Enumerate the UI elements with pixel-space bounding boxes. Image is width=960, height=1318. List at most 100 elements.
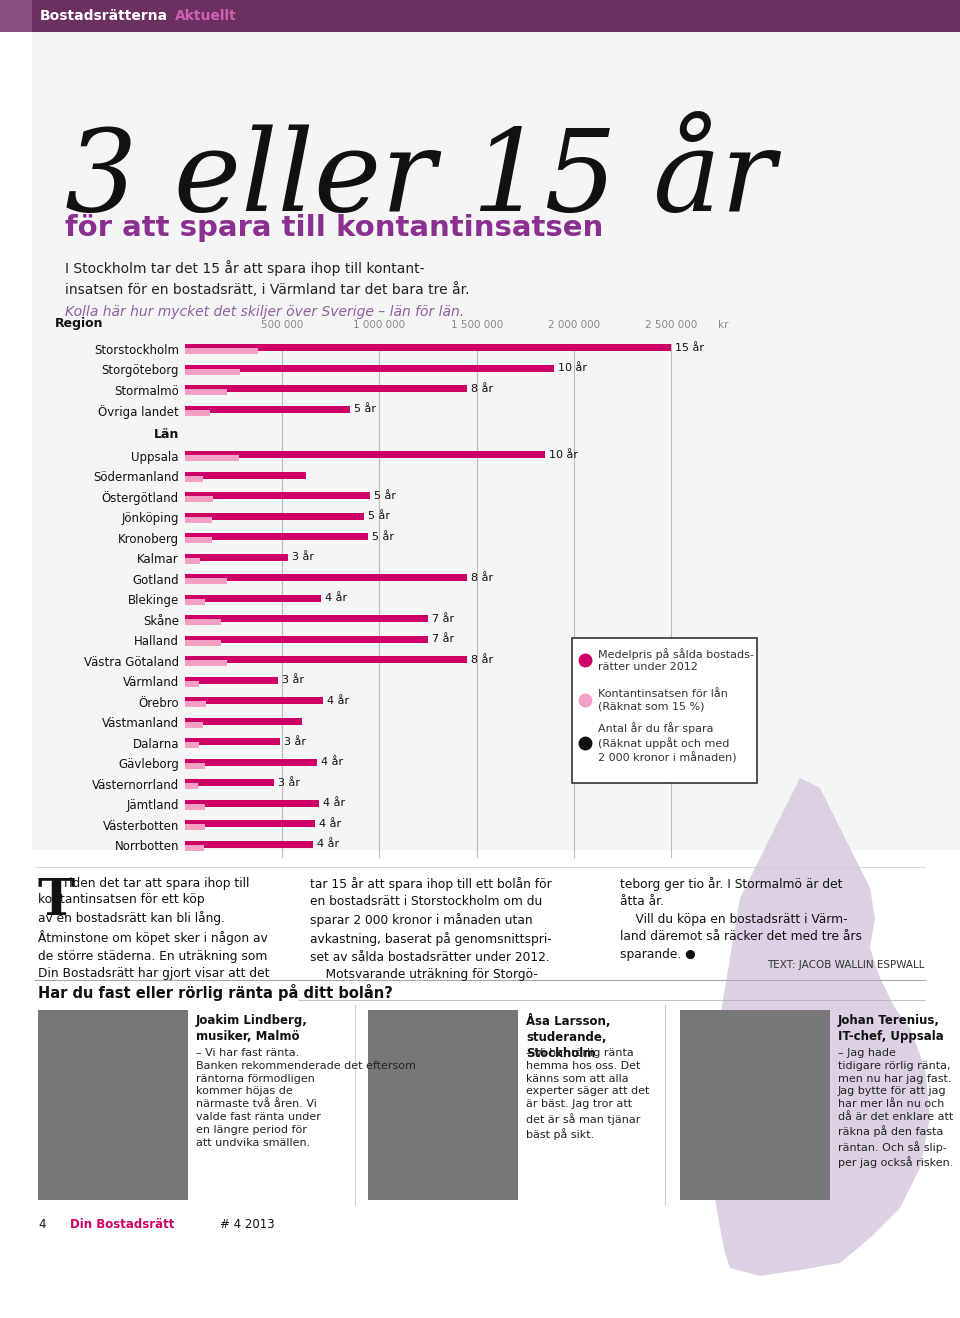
Text: teborg ger tio år. I Stormalmö är det
åtta år.
    Vill du köpa en bostadsrätt i: teborg ger tio år. I Stormalmö är det åt…: [620, 876, 862, 961]
Text: kr: kr: [718, 320, 729, 330]
Text: 500 000: 500 000: [261, 320, 303, 330]
Text: kontantinsatsen för ett köp
av en bostadsrätt kan bli lång.
Åtminstone om köpet : kontantinsatsen för ett köp av en bostad…: [38, 894, 270, 981]
Bar: [185, 800, 319, 807]
Text: – Vi har fast ränta.
Banken rekommenderade det eftersom
räntorna förmodligen
kom: – Vi har fast ränta. Banken rekommendera…: [196, 1048, 416, 1148]
Text: Joakim Lindberg,
musiker, Malmö: Joakim Lindberg, musiker, Malmö: [196, 1014, 308, 1043]
Text: för att spara till kontantinsatsen: för att spara till kontantinsatsen: [65, 214, 603, 243]
Text: Storgöteborg: Storgöteborg: [102, 364, 179, 377]
Text: 4 år: 4 år: [320, 818, 342, 829]
Text: I Stockholm tar det 15 år att spara ihop till kontant-
insatsen för en bostadsrä: I Stockholm tar det 15 år att spara ihop…: [65, 260, 469, 297]
Bar: [185, 779, 275, 787]
Bar: [185, 472, 305, 478]
Text: Västmanland: Västmanland: [102, 717, 179, 730]
Bar: [185, 538, 212, 543]
Text: Har du fast eller rörlig ränta på ditt bolån?: Har du fast eller rörlig ränta på ditt b…: [38, 985, 393, 1000]
Bar: [185, 598, 205, 605]
Text: Region: Region: [55, 318, 104, 330]
Text: Dalarna: Dalarna: [132, 738, 179, 751]
FancyBboxPatch shape: [572, 638, 757, 783]
Text: Jönköping: Jönköping: [122, 513, 179, 526]
Bar: [185, 845, 204, 850]
Text: Åsa Larsson,
studerande,
Stockholm: Åsa Larsson, studerande, Stockholm: [526, 1014, 611, 1060]
Bar: [185, 517, 212, 523]
Bar: [368, 1010, 518, 1199]
Bar: [185, 616, 428, 622]
Text: Tiden det tar att spara ihop till: Tiden det tar att spara ihop till: [62, 876, 250, 890]
Bar: [185, 681, 199, 687]
Text: 8 år: 8 år: [471, 655, 493, 664]
Bar: [185, 701, 205, 708]
Bar: [0, 0, 960, 32]
Text: Södermanland: Södermanland: [93, 472, 179, 484]
Bar: [185, 497, 213, 502]
Polygon shape: [708, 778, 930, 1276]
Bar: [185, 451, 544, 459]
Bar: [38, 1010, 188, 1199]
Text: 5 år: 5 år: [354, 405, 376, 414]
Text: Blekinge: Blekinge: [128, 594, 179, 608]
Bar: [32, 32, 960, 850]
Text: Gävleborg: Gävleborg: [118, 758, 179, 771]
Bar: [185, 639, 222, 646]
Text: Kronoberg: Kronoberg: [118, 532, 179, 546]
Text: 3 år: 3 år: [278, 778, 300, 788]
Bar: [185, 660, 228, 667]
Bar: [185, 619, 222, 625]
Text: Östergötland: Östergötland: [102, 492, 179, 505]
Text: – Vi har rörlig ränta
hemma hos oss. Det
känns som att alla
experter säger att d: – Vi har rörlig ränta hemma hos oss. Det…: [526, 1048, 649, 1140]
Bar: [185, 676, 278, 684]
Bar: [185, 579, 228, 584]
Text: Bostadsrätterna: Bostadsrätterna: [40, 9, 168, 22]
Text: 2 500 000: 2 500 000: [645, 320, 697, 330]
Bar: [185, 742, 200, 749]
Text: 8 år: 8 år: [471, 384, 493, 394]
Bar: [185, 697, 324, 704]
Bar: [185, 406, 350, 413]
Bar: [185, 369, 240, 374]
Text: 1 500 000: 1 500 000: [450, 320, 503, 330]
Text: 15 år: 15 år: [675, 343, 704, 353]
Text: Stormalmö: Stormalmö: [114, 385, 179, 398]
Text: 4 år: 4 år: [322, 758, 344, 767]
Text: 4 år: 4 år: [325, 593, 348, 604]
Text: # 4 2013: # 4 2013: [220, 1218, 275, 1231]
Text: Örebro: Örebro: [138, 697, 179, 710]
Bar: [185, 513, 364, 519]
Bar: [185, 534, 368, 540]
Text: Din Bostadsrätt: Din Bostadsrätt: [70, 1218, 175, 1231]
Text: 4 år: 4 år: [324, 799, 346, 808]
Bar: [680, 1010, 830, 1199]
Text: Kolla här hur mycket det skiljer över Sverige – län för län.: Kolla här hur mycket det skiljer över Sv…: [65, 304, 464, 319]
Bar: [185, 824, 204, 830]
Bar: [185, 718, 301, 725]
Bar: [185, 365, 555, 372]
Text: Gotland: Gotland: [132, 573, 179, 587]
Bar: [185, 594, 321, 602]
Text: 2 000 000: 2 000 000: [548, 320, 600, 330]
Text: Skåne: Skåne: [143, 614, 179, 627]
Text: Jämtland: Jämtland: [127, 799, 179, 812]
Text: 5 år: 5 år: [373, 490, 396, 501]
Text: 3 eller 15 år: 3 eller 15 år: [65, 125, 776, 236]
Bar: [185, 841, 313, 847]
Text: TEXT: JACOB WALLIN ESPWALL: TEXT: JACOB WALLIN ESPWALL: [767, 960, 925, 970]
Bar: [185, 656, 467, 663]
Text: Medelpris på sålda bostads-
rätter under 2012: Medelpris på sålda bostads- rätter under…: [598, 648, 754, 672]
Text: Västernorrland: Västernorrland: [92, 779, 179, 792]
Bar: [185, 410, 210, 415]
Bar: [185, 763, 204, 768]
Text: Johan Terenius,
IT-chef, Uppsala: Johan Terenius, IT-chef, Uppsala: [838, 1014, 944, 1043]
Text: 10 år: 10 år: [549, 449, 578, 460]
Bar: [185, 344, 671, 352]
Bar: [0, 0, 32, 32]
Text: 1 000 000: 1 000 000: [353, 320, 405, 330]
Text: Kontantinsatsen för lån
(Räknat som 15 %): Kontantinsatsen för lån (Räknat som 15 %…: [598, 689, 728, 712]
Bar: [185, 635, 428, 643]
Text: tar 15 år att spara ihop till ett bolån för
en bostadsrätt i Storstockholm om du: tar 15 år att spara ihop till ett bolån …: [310, 876, 552, 982]
Text: 5 år: 5 år: [372, 531, 394, 542]
Text: 8 år: 8 år: [471, 573, 493, 583]
Text: Kalmar: Kalmar: [137, 554, 179, 567]
Bar: [185, 455, 239, 461]
Bar: [185, 389, 228, 395]
Bar: [185, 738, 280, 745]
